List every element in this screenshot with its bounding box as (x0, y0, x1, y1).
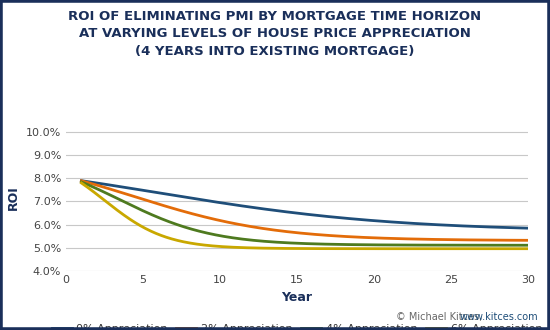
4% Appreciation (525, 243, 531, 247)
2% Appreciation (525, 238, 531, 242)
2% Appreciation (193, 213, 200, 217)
0% Appreciation (157, 191, 164, 195)
Line: 4% Appreciation: 4% Appreciation (81, 182, 528, 245)
2% Appreciation (157, 203, 164, 207)
4% Appreciation (376, 243, 383, 247)
2% Appreciation (342, 234, 348, 238)
0% Appreciation (78, 179, 85, 183)
Text: ROI OF ELIMINATING PMI BY MORTGAGE TIME HORIZON
AT VARYING LEVELS OF HOUSE PRICE: ROI OF ELIMINATING PMI BY MORTGAGE TIME … (68, 10, 482, 58)
2% Appreciation (78, 179, 85, 183)
Y-axis label: ROI: ROI (7, 185, 20, 211)
4% Appreciation (193, 228, 200, 232)
4% Appreciation (78, 180, 85, 184)
X-axis label: Year: Year (282, 291, 312, 304)
4% Appreciation (157, 216, 164, 220)
4% Appreciation (342, 243, 348, 247)
0% Appreciation (414, 222, 421, 226)
6% Appreciation (342, 247, 348, 251)
6% Appreciation (414, 247, 421, 251)
Line: 2% Appreciation: 2% Appreciation (81, 181, 528, 240)
0% Appreciation (193, 197, 200, 201)
Line: 0% Appreciation: 0% Appreciation (81, 181, 528, 228)
6% Appreciation (193, 242, 200, 246)
4% Appreciation (280, 241, 287, 245)
6% Appreciation (525, 247, 531, 251)
6% Appreciation (157, 233, 164, 237)
6% Appreciation (376, 247, 383, 251)
2% Appreciation (414, 237, 421, 241)
0% Appreciation (280, 210, 287, 214)
Text: www.kitces.com: www.kitces.com (459, 312, 538, 322)
Text: © Michael Kitces,: © Michael Kitces, (396, 312, 485, 322)
0% Appreciation (525, 226, 531, 230)
4% Appreciation (414, 243, 421, 247)
0% Appreciation (376, 219, 383, 223)
0% Appreciation (342, 216, 348, 220)
6% Appreciation (280, 247, 287, 250)
Line: 6% Appreciation: 6% Appreciation (81, 183, 528, 249)
2% Appreciation (280, 229, 287, 233)
6% Appreciation (78, 181, 85, 185)
Legend: 0% Appreciation, 2% Appreciation, 4% Appreciation, 6% Appreciation: 0% Appreciation, 2% Appreciation, 4% App… (47, 320, 547, 330)
2% Appreciation (376, 236, 383, 240)
